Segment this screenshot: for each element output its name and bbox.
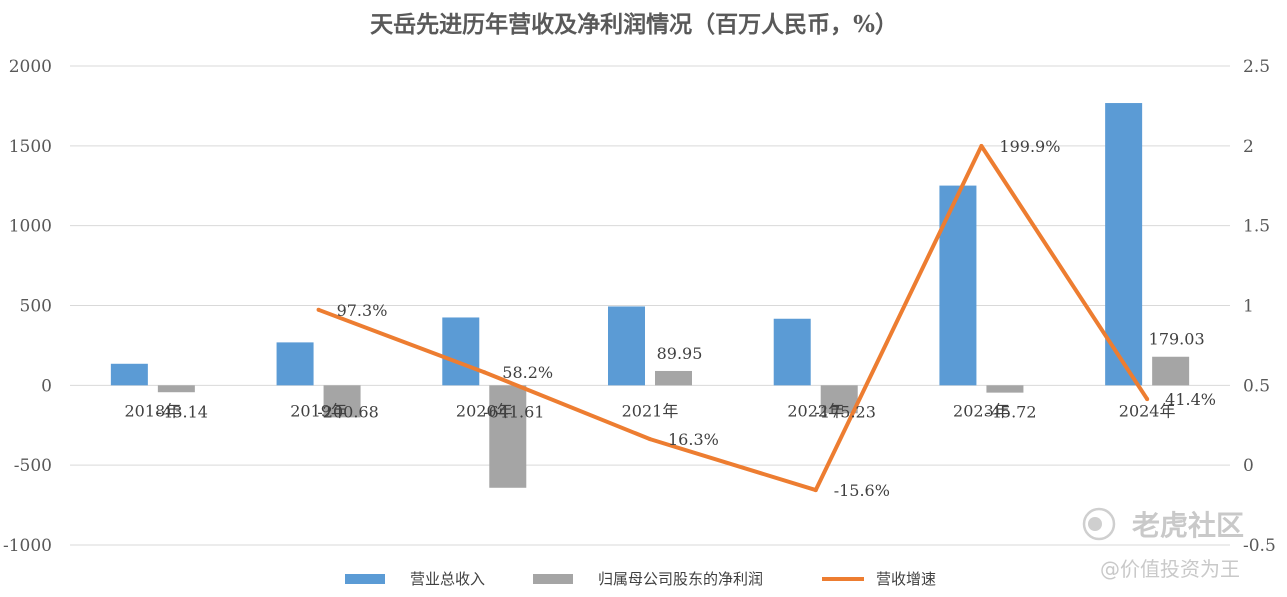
- bar-revenue: [276, 342, 314, 386]
- bar-revenue: [939, 185, 977, 386]
- growth-label: 16.3%: [668, 430, 719, 449]
- legend-label: 营业总收入: [410, 570, 485, 588]
- bar-revenue: [608, 306, 645, 386]
- bar-revenue: [1105, 103, 1143, 386]
- bar-net-profit: [489, 385, 527, 488]
- bars: [110, 103, 1190, 488]
- watermark-brand: 老虎社区: [1132, 509, 1244, 542]
- y-tick-right: 2: [1243, 137, 1254, 157]
- bar-net-profit: [157, 385, 195, 393]
- y-tick-left: 0: [41, 376, 52, 396]
- x-tick-label: 2023年: [953, 401, 1010, 420]
- net-profit-label: -200.68: [317, 402, 378, 421]
- bar-revenue: [110, 363, 148, 386]
- y-tick-left: 2000: [9, 57, 52, 77]
- y-tick-right: 0.5: [1243, 376, 1270, 396]
- y-tick-left: -1000: [3, 536, 52, 556]
- growth-point: [648, 437, 652, 442]
- y-tick-right: 1: [1243, 297, 1254, 317]
- y-tick-right: 0: [1243, 456, 1254, 476]
- tiger-logo-icon: [1082, 507, 1116, 541]
- growth-line-path: [317, 143, 1149, 493]
- growth-label: -15.6%: [834, 481, 890, 500]
- bar-net-profit: [1152, 356, 1190, 386]
- x-tick-label: 2020年: [456, 401, 513, 420]
- growth-label: 199.9%: [999, 137, 1060, 156]
- bar-revenue: [442, 317, 480, 386]
- y-tick-right: 2.5: [1243, 57, 1270, 77]
- x-tick-label: 2024年: [1119, 401, 1176, 420]
- y-tick-left: -500: [14, 456, 52, 476]
- data-labels: -43.14 -200.68 -641.61 89.95 -175.23 -45.72 17…: [157, 137, 1216, 500]
- legend-label: 营收增速: [876, 570, 936, 588]
- y-tick-left: 1500: [9, 137, 52, 157]
- y-axis-left: -1000 -500 0 500 1000 1500 2000: [3, 57, 52, 556]
- category-labels: 2018年 2019年 2020年 2021年 2022年 2023年 2024年: [124, 401, 1175, 420]
- growth-point: [979, 143, 984, 148]
- growth-label: 58.2%: [502, 363, 553, 382]
- watermark: 老虎社区 @价值投资为王: [1082, 507, 1244, 581]
- gridlines: [70, 65, 1230, 546]
- x-tick-label: 2021年: [622, 401, 679, 420]
- watermark-slogan: @价值投资为王: [1100, 557, 1240, 581]
- net-profit-label: -45.72: [985, 402, 1036, 421]
- tiger-logo-dot-icon: [1088, 517, 1102, 531]
- growth-point: [316, 307, 321, 312]
- chart-title: 天岳先进历年营收及净利润情况（百万人民币，%）: [370, 11, 898, 38]
- legend-swatch: [533, 574, 573, 584]
- x-tick-label: 2019年: [290, 401, 347, 420]
- y-tick-right: -0.5: [1243, 536, 1276, 556]
- net-profit-label: -43.14: [157, 402, 208, 421]
- legend-swatch: [345, 574, 385, 584]
- growth-label: 41.4%: [1165, 390, 1216, 409]
- growth-point: [482, 370, 487, 375]
- net-profit-label: -641.61: [483, 402, 544, 421]
- growth-point: [813, 488, 818, 493]
- y-tick-right: 1.5: [1243, 217, 1270, 237]
- bar-net-profit: [655, 370, 692, 386]
- net-profit-label: 89.95: [657, 344, 703, 363]
- legend: 营业总收入 归属母公司股东的净利润 营收增速: [345, 570, 936, 588]
- x-tick-label: 2018年: [124, 401, 181, 420]
- y-tick-left: 1000: [9, 217, 52, 237]
- growth-point: [1145, 397, 1150, 402]
- y-tick-left: 500: [20, 297, 52, 317]
- bar-net-profit: [986, 385, 1024, 393]
- bar-revenue: [773, 318, 811, 386]
- growth-label: 97.3%: [337, 301, 388, 320]
- net-profit-label: 179.03: [1149, 330, 1205, 349]
- net-profit-label: -175.23: [815, 402, 876, 421]
- bar-net-profit: [820, 385, 858, 414]
- growth-line: [316, 143, 1150, 493]
- bar-net-profit: [323, 385, 361, 418]
- x-tick-label: 2022年: [787, 401, 844, 420]
- y-axis-right: -0.5 0 0.5 1 1.5 2 2.5: [1243, 57, 1276, 556]
- legend-label: 归属母公司股东的净利润: [598, 570, 763, 588]
